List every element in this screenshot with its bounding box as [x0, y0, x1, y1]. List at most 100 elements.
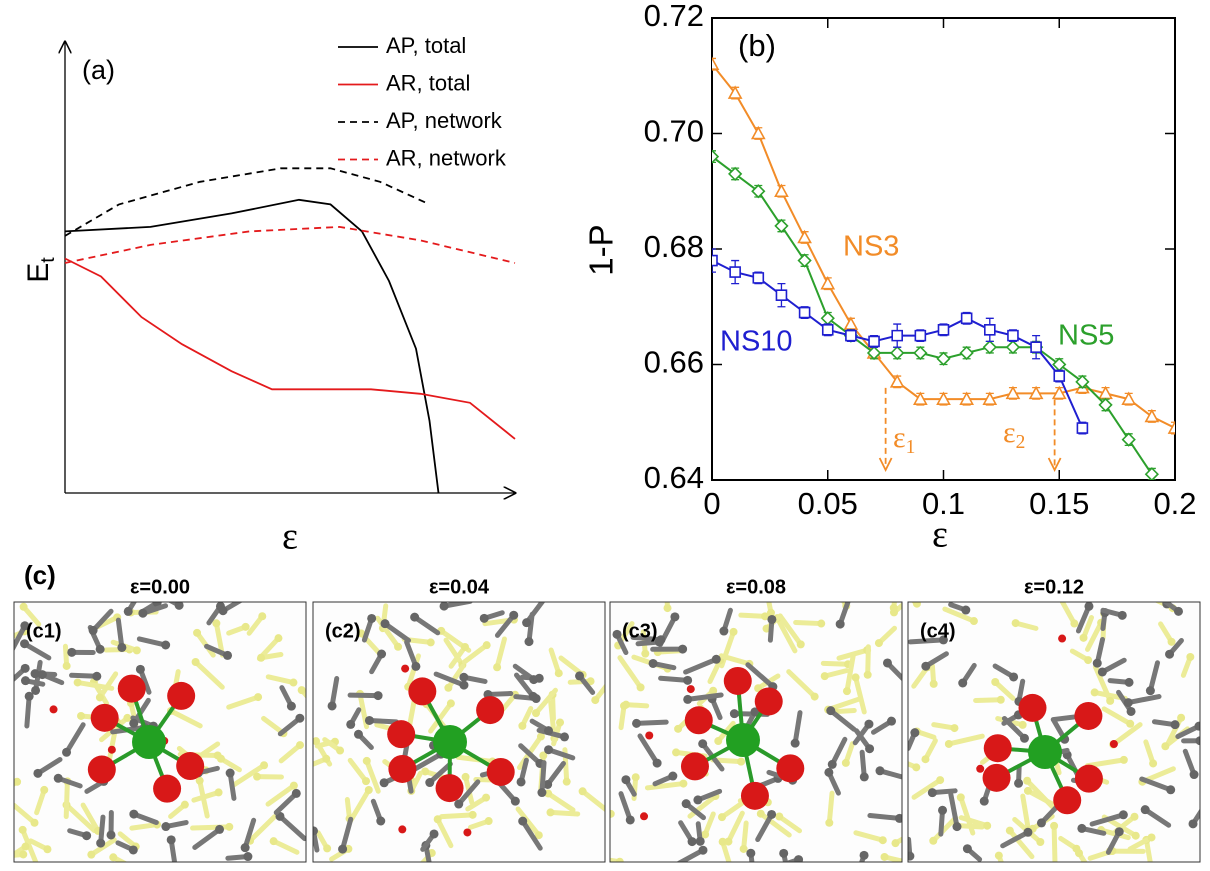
marker [797, 253, 812, 268]
x-axis-label: ε [932, 514, 948, 556]
marker [1053, 370, 1066, 382]
marker [1144, 408, 1160, 423]
marker [797, 229, 812, 244]
legend-label: AR, total [386, 70, 470, 95]
marker [866, 345, 882, 361]
marker [1144, 467, 1159, 480]
strain-label: ε1 [893, 421, 915, 459]
x-axis-label: ε [282, 516, 298, 558]
strain-label-main: ε [893, 421, 906, 454]
marker [959, 345, 974, 361]
y-tick-label: 0.68 [644, 229, 704, 264]
x-tick-label: 0.05 [798, 486, 858, 521]
strain-label-sub: 1 [906, 437, 916, 458]
curve [64, 167, 430, 237]
legend-label: AP, network [386, 108, 503, 133]
marker [752, 272, 765, 284]
marker [868, 335, 880, 348]
marker [936, 351, 951, 366]
frame-title: ε=0.00 [130, 576, 190, 598]
marker [1005, 385, 1021, 400]
marker [1076, 422, 1089, 434]
frame-border [13, 601, 307, 863]
y-axis-label: Et [22, 257, 59, 283]
marker [937, 324, 950, 336]
panel-label: (b) [738, 28, 776, 63]
frame-title: ε=0.04 [429, 576, 490, 598]
marker [774, 218, 789, 234]
frame-label: (c4) [920, 620, 956, 642]
marker [712, 149, 720, 164]
marker [774, 183, 789, 198]
marker [1075, 374, 1090, 389]
x-tick-label: 0.2 [1153, 486, 1196, 521]
series-label: NS5 [1058, 320, 1114, 352]
marker [1098, 397, 1113, 413]
marker [982, 391, 998, 405]
marker [775, 289, 788, 301]
strain-arrowhead [878, 457, 893, 473]
frame-border [609, 601, 903, 863]
frame-label: (c3) [622, 620, 658, 642]
plot-area [712, 56, 1175, 480]
y-tick-label: 0.72 [644, 0, 704, 33]
strain-label-sub: 2 [1016, 432, 1026, 453]
marker [845, 329, 857, 342]
curve [64, 257, 516, 440]
marker [798, 306, 811, 319]
panel-label: (c) [24, 560, 56, 590]
marker [750, 125, 766, 140]
marker [913, 391, 928, 405]
marker [1007, 329, 1019, 342]
marker [1167, 420, 1175, 434]
marker [843, 316, 859, 330]
marker [729, 266, 741, 278]
marker [1051, 385, 1067, 400]
error-bar [712, 248, 716, 273]
strain-label-main: ε [1003, 416, 1016, 449]
series-label: NS10 [720, 326, 793, 358]
marker [891, 329, 903, 342]
structure-image [908, 602, 1200, 862]
marker [913, 345, 928, 361]
y-tick-label: 0.70 [644, 114, 704, 149]
marker [890, 345, 905, 361]
legend-label: AR, network [386, 145, 507, 170]
marker [984, 324, 996, 336]
frame-title: ε=0.08 [726, 576, 786, 598]
marker [821, 324, 834, 336]
marker [936, 391, 951, 405]
y-axis-label-sub: t [37, 257, 59, 263]
marker [751, 184, 766, 199]
marker [1005, 340, 1021, 355]
marker [728, 166, 743, 182]
y-axis-label-main: E [22, 263, 55, 283]
series-line [712, 63, 1175, 429]
frame-label: (c1) [26, 620, 62, 642]
structure-image [610, 602, 902, 862]
panel-label: (a) [82, 55, 115, 85]
marker [1028, 385, 1044, 400]
structure-image [313, 602, 605, 862]
frame-title: ε=0.12 [1024, 576, 1084, 598]
marker [982, 340, 997, 355]
frame-border [312, 601, 606, 863]
x-tick-label: 0 [703, 486, 720, 521]
y-tick-label: 0.64 [644, 460, 704, 495]
curve [64, 198, 440, 494]
x-tick-label: 0.15 [1029, 486, 1089, 521]
marker [1030, 341, 1042, 353]
strain-label: ε2 [1003, 416, 1025, 454]
error-bar [712, 150, 716, 164]
structure-image [14, 602, 306, 862]
marker [1121, 432, 1136, 447]
marker [727, 85, 743, 99]
marker [1121, 391, 1137, 405]
curve [64, 225, 516, 264]
frame-label: (c2) [325, 620, 361, 642]
marker [889, 374, 905, 388]
y-axis-label: 1-P [583, 224, 620, 275]
x-tick-label: 0.1 [922, 486, 965, 521]
y-tick-label: 0.66 [644, 345, 704, 380]
marker [820, 275, 836, 290]
